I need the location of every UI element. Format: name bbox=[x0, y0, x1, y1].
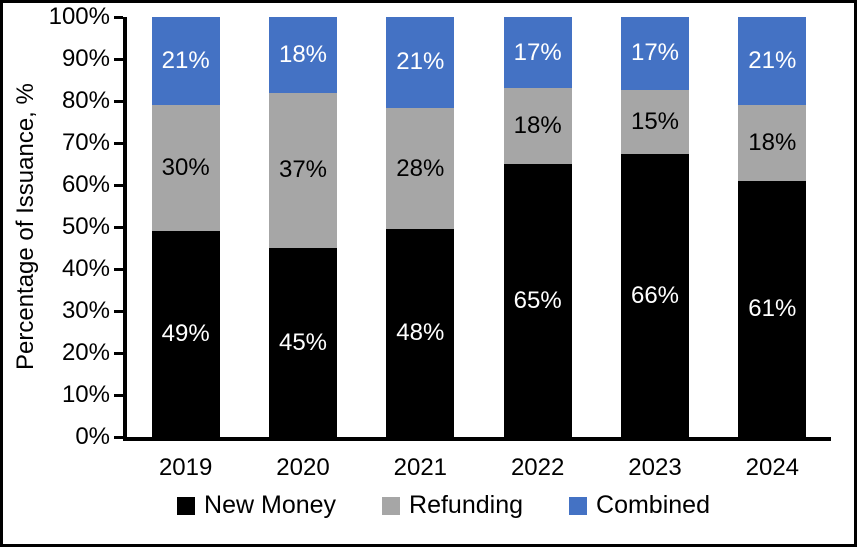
data-label: 66% bbox=[630, 281, 680, 309]
data-label: 61% bbox=[748, 294, 797, 322]
data-label: 21% bbox=[161, 47, 210, 75]
x-axis-label: 2022 bbox=[510, 454, 565, 481]
data-label: 48% bbox=[396, 319, 445, 347]
data-label: 18% bbox=[278, 40, 328, 68]
data-label: 21% bbox=[748, 47, 797, 75]
y-tick-mark bbox=[114, 15, 123, 19]
y-tick-mark bbox=[114, 57, 123, 61]
bar-segment: 21% bbox=[386, 17, 455, 108]
legend-swatch bbox=[177, 496, 196, 515]
bar-segment: 17% bbox=[621, 17, 689, 90]
y-tick-label: 20% bbox=[61, 339, 110, 366]
data-label: 37% bbox=[278, 156, 328, 184]
y-tick-label: 40% bbox=[61, 255, 110, 282]
bar-segment: 21% bbox=[738, 17, 807, 106]
y-tick-label: 10% bbox=[61, 381, 110, 408]
bar-segment: 17% bbox=[503, 17, 572, 89]
data-label: 17% bbox=[630, 39, 680, 67]
x-axis-line bbox=[123, 437, 831, 441]
y-axis-line bbox=[123, 17, 127, 441]
x-axis-label: 2021 bbox=[393, 454, 448, 481]
y-tick-label: 30% bbox=[61, 297, 110, 324]
bar-segment: 21% bbox=[151, 17, 220, 106]
legend-item: New Money bbox=[177, 491, 336, 520]
y-tick-label: 80% bbox=[61, 87, 110, 114]
bar-segment: 18% bbox=[738, 105, 807, 181]
legend-label: Combined bbox=[596, 491, 710, 519]
y-tick-label: 0% bbox=[75, 423, 110, 450]
x-axis-label: 2019 bbox=[158, 454, 213, 481]
y-tick-mark bbox=[114, 225, 123, 229]
data-label: 17% bbox=[513, 38, 562, 66]
bar-segment: 28% bbox=[386, 107, 455, 230]
x-axis-label: 2020 bbox=[276, 454, 330, 481]
y-tick-label: 100% bbox=[48, 3, 110, 30]
y-tick-mark bbox=[114, 267, 123, 271]
data-label: 30% bbox=[161, 154, 210, 182]
legend-item: Refunding bbox=[382, 491, 523, 520]
y-tick-mark bbox=[114, 183, 123, 187]
bar-segment: 45% bbox=[269, 248, 337, 437]
legend-label: New Money bbox=[204, 491, 337, 519]
bar-segment: 30% bbox=[151, 105, 220, 232]
y-tick-mark bbox=[114, 393, 123, 397]
bar-segment: 18% bbox=[269, 17, 337, 93]
data-label: 18% bbox=[748, 128, 797, 156]
legend: New Money Refunding Combined bbox=[33, 491, 854, 520]
y-tick-mark bbox=[114, 309, 123, 313]
data-label: 49% bbox=[161, 320, 210, 348]
bar-segment: 66% bbox=[621, 154, 689, 437]
legend-swatch bbox=[569, 496, 588, 515]
y-tick-mark bbox=[114, 435, 123, 439]
bar-segment: 49% bbox=[151, 231, 220, 437]
bar-segment: 65% bbox=[503, 164, 572, 437]
bar-segment: 18% bbox=[503, 88, 572, 164]
bar-segment: 37% bbox=[269, 92, 337, 248]
bar-segment: 48% bbox=[386, 229, 455, 437]
y-tick-mark bbox=[114, 351, 123, 355]
y-tick-label: 60% bbox=[61, 171, 110, 198]
data-label: 45% bbox=[278, 328, 328, 356]
legend-item: Combined bbox=[569, 491, 710, 520]
x-axis-label: 2024 bbox=[745, 454, 800, 481]
y-tick-label: 50% bbox=[61, 213, 110, 240]
x-axis-label: 2023 bbox=[628, 454, 682, 481]
y-tick-mark bbox=[114, 141, 123, 145]
legend-label: Refunding bbox=[409, 491, 524, 519]
bar-segment: 61% bbox=[738, 180, 807, 437]
y-tick-label: 70% bbox=[61, 129, 110, 156]
data-label: 28% bbox=[396, 154, 445, 182]
data-label: 18% bbox=[513, 112, 562, 140]
data-label: 15% bbox=[630, 107, 680, 135]
y-tick-mark bbox=[114, 99, 123, 103]
bar-segment: 15% bbox=[621, 89, 689, 155]
legend-swatch bbox=[382, 496, 401, 515]
data-label: 21% bbox=[396, 48, 445, 76]
y-tick-label: 90% bbox=[61, 45, 110, 72]
data-label: 65% bbox=[513, 286, 562, 314]
